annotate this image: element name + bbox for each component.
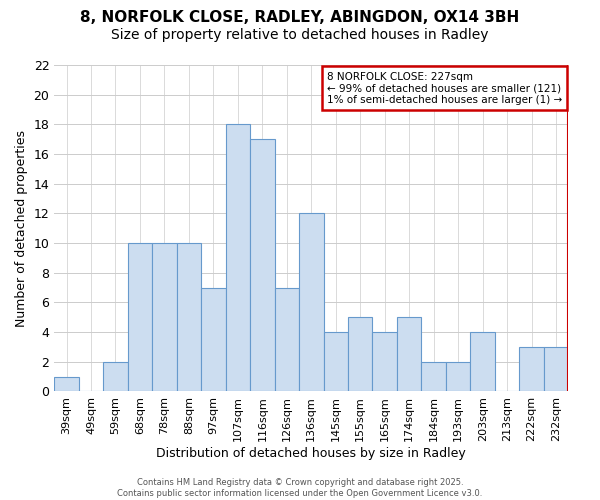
Bar: [323, 332, 348, 392]
Text: Contains HM Land Registry data © Crown copyright and database right 2025.
Contai: Contains HM Land Registry data © Crown c…: [118, 478, 482, 498]
Bar: [152, 243, 176, 392]
Bar: [128, 243, 152, 392]
Bar: [275, 288, 299, 392]
Bar: [397, 318, 421, 392]
Bar: [421, 362, 446, 392]
Bar: [299, 214, 323, 392]
Bar: [176, 243, 201, 392]
Bar: [544, 347, 568, 392]
Text: Size of property relative to detached houses in Radley: Size of property relative to detached ho…: [111, 28, 489, 42]
Bar: [446, 362, 470, 392]
Text: 8 NORFOLK CLOSE: 227sqm
← 99% of detached houses are smaller (121)
1% of semi-de: 8 NORFOLK CLOSE: 227sqm ← 99% of detache…: [327, 72, 562, 104]
Bar: [103, 362, 128, 392]
Bar: [226, 124, 250, 392]
X-axis label: Distribution of detached houses by size in Radley: Distribution of detached houses by size …: [157, 447, 466, 460]
Text: 8, NORFOLK CLOSE, RADLEY, ABINGDON, OX14 3BH: 8, NORFOLK CLOSE, RADLEY, ABINGDON, OX14…: [80, 10, 520, 25]
Bar: [54, 376, 79, 392]
Bar: [250, 139, 275, 392]
Bar: [201, 288, 226, 392]
Bar: [373, 332, 397, 392]
Bar: [520, 347, 544, 392]
Bar: [348, 318, 373, 392]
Bar: [470, 332, 495, 392]
Y-axis label: Number of detached properties: Number of detached properties: [15, 130, 28, 326]
